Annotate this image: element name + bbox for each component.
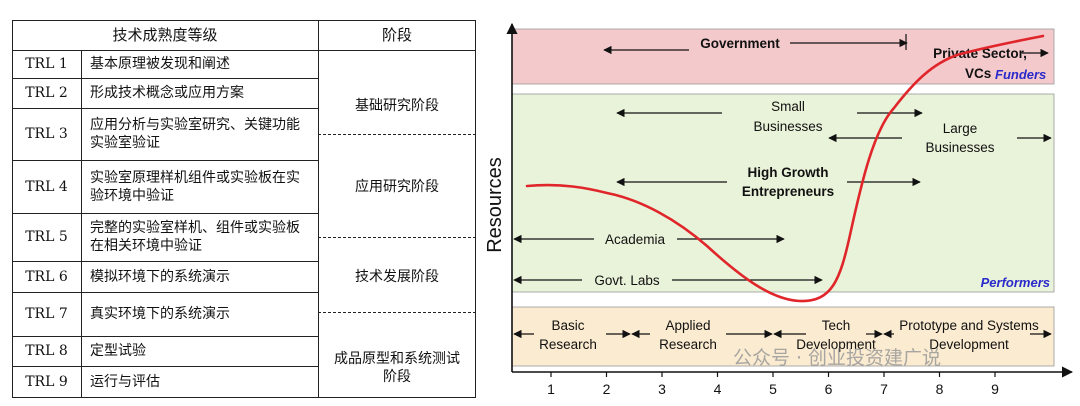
stage-basic: 基础研究阶段: [355, 98, 439, 114]
table-border-right: [475, 20, 476, 398]
x-tick-label: 8: [936, 381, 944, 397]
row-divider: [12, 160, 318, 161]
row-divider: [12, 366, 318, 367]
applied-research-label-2: Research: [659, 337, 717, 352]
trl-code: TRL 3: [25, 126, 68, 142]
academia-label: Academia: [605, 232, 666, 247]
large-businesses-label-2: Businesses: [925, 140, 994, 155]
trl-description: 完整的实验室样机、组件或实验板在相关环境中验证: [90, 220, 300, 254]
header-stage: 阶段: [381, 26, 412, 44]
x-tick-label: 4: [714, 381, 722, 397]
trl-description: 定型试验: [90, 343, 146, 359]
govt-labs-label: Govt. Labs: [594, 273, 660, 288]
x-tick-label: 6: [825, 381, 833, 397]
row-divider: [12, 292, 318, 293]
vcs-label: VCs: [965, 66, 991, 81]
x-tick-label: 5: [769, 381, 777, 397]
trl-code: TRL 9: [25, 373, 68, 390]
table-header-divider: [12, 50, 476, 51]
table-border-left: [12, 20, 13, 398]
row-divider: [12, 213, 318, 214]
column-divider: [318, 20, 319, 398]
stage-divider: [318, 134, 476, 135]
phases-band: [511, 306, 1055, 367]
stage-prototype: 成品原型和系统测试阶段: [334, 351, 460, 385]
tech-dev-label-2: Development: [796, 337, 876, 352]
prototype-label-2: Development: [929, 337, 1009, 352]
diagram-svg: Resources 1 2 3 4 5 6 7 8 9 Government Private S…: [484, 22, 1074, 397]
row-divider: [12, 336, 318, 337]
trl-code: TRL 4: [25, 178, 68, 195]
applied-research-label-1: Applied: [665, 318, 710, 333]
small-businesses-label-1: Small: [771, 99, 805, 114]
trl-code: TRL 5: [25, 229, 68, 245]
table-border-top: [12, 20, 476, 21]
trl-description: 实验室原理样机组件或实验板在实验环境中验证: [90, 169, 300, 204]
funders-label: Funders: [995, 67, 1046, 82]
table-border-bottom: [12, 397, 476, 398]
government-label: Government: [700, 36, 780, 51]
column-divider: [81, 50, 82, 398]
trl-description: 基本原理被发现和阐述: [90, 56, 230, 72]
large-businesses-label-1: Large: [943, 121, 978, 136]
stage-tech-dev: 技术发展阶段: [355, 268, 439, 285]
row-divider: [12, 261, 318, 262]
funders-band: [511, 28, 1055, 85]
small-businesses-label-2: Businesses: [753, 119, 822, 134]
trl-table: 技术成熟度等级 阶段 TRL 1 TRL 2 TRL 3 TRL 4 TRL 5…: [12, 20, 476, 398]
high-growth-label-2: Entrepreneurs: [742, 184, 834, 199]
header-level: 技术成熟度等级: [112, 26, 218, 44]
watermark: 公众号 · 创业投资建广说: [733, 347, 941, 369]
trl-code: TRL 6: [25, 268, 68, 285]
trl-code: TRL 2: [25, 85, 68, 101]
x-tick-label: 1: [547, 381, 555, 397]
private-sector-label: Private Sector,: [933, 46, 1027, 61]
trl-description: 形成技术概念或应用方案: [90, 85, 244, 101]
trl-resources-diagram: Resources 1 2 3 4 5 6 7 8 9 Government Private S…: [482, 0, 1080, 406]
trl-description: 运行与评估: [90, 373, 160, 390]
row-divider: [12, 78, 318, 79]
trl-code: TRL 7: [25, 306, 68, 322]
high-growth-label-1: High Growth: [748, 165, 829, 180]
trl-code: TRL 8: [25, 343, 68, 359]
row-divider: [12, 108, 318, 109]
stage-divider: [318, 237, 476, 238]
y-axis-label: Resources: [484, 157, 506, 253]
basic-research-label-1: Basic: [551, 318, 584, 333]
prototype-label-1: Prototype and Systems: [899, 318, 1039, 333]
basic-research-label-2: Research: [539, 337, 597, 352]
performers-label: Performers: [981, 275, 1050, 290]
x-tick-label: 7: [880, 381, 888, 397]
x-tick-label: 9: [991, 381, 999, 397]
tech-dev-label-1: Tech: [822, 318, 851, 333]
trl-description: 模拟环境下的系统演示: [90, 268, 230, 285]
stage-applied: 应用研究阶段: [355, 178, 439, 195]
trl-description: 应用分析与实验室研究、关键功能实验室验证: [90, 117, 300, 151]
stage-divider: [318, 312, 476, 313]
x-tick-label: 2: [603, 381, 611, 397]
x-tick-label: 3: [658, 381, 666, 397]
resource-curve: [525, 34, 1045, 303]
x-ticks: 1 2 3 4 5 6 7 8 9: [547, 372, 999, 397]
trl-description: 真实环境下的系统演示: [90, 306, 230, 322]
trl-code: TRL 1: [25, 56, 68, 72]
